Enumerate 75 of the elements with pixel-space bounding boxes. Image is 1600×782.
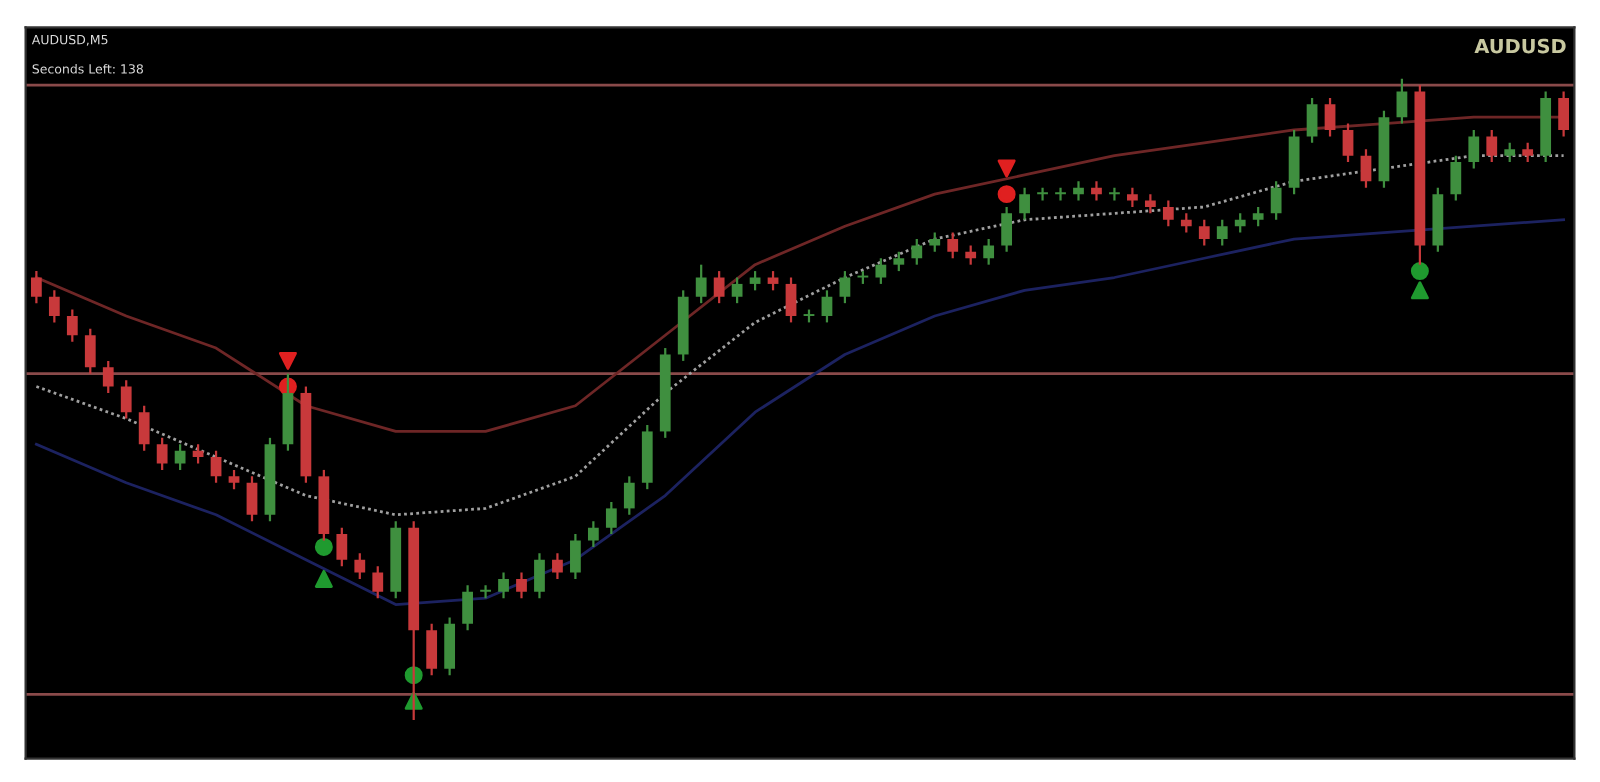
candlestick: [1144, 193, 1156, 215]
candlestick: [498, 571, 509, 600]
candlestick: [246, 475, 258, 523]
candlestick: [1360, 148, 1372, 189]
candlestick: [1468, 128, 1480, 170]
candlestick: [1091, 180, 1102, 202]
candlestick: [947, 231, 959, 260]
candlestick: [965, 244, 977, 266]
point: [314, 537, 333, 556]
candlestick: [713, 269, 725, 305]
candlestick: [120, 379, 132, 420]
candlestick: [1486, 128, 1498, 164]
candlestick: [1180, 212, 1192, 234]
candlestick: [372, 565, 384, 600]
candlestick: [1198, 218, 1210, 247]
candlestick: [102, 359, 114, 395]
candlestick: [1522, 141, 1534, 164]
candlestick: [1001, 205, 1013, 253]
candlestick: [983, 237, 995, 266]
candlestick: [1055, 186, 1066, 202]
candlestick: [228, 468, 240, 491]
candlestick: [1127, 186, 1138, 209]
point: [314, 569, 333, 588]
candlestick: [1252, 205, 1264, 228]
candlestick: [552, 552, 563, 581]
candlestick: [731, 276, 743, 305]
candlestick: [84, 327, 96, 375]
chart-title: AUDUSD: [1474, 38, 1566, 54]
candlestick: [875, 257, 887, 286]
candlestick: [839, 269, 851, 305]
candlestick: [354, 552, 366, 581]
candlestick: [534, 552, 545, 600]
candlestick: [1450, 154, 1462, 202]
candlestick: [426, 622, 438, 677]
candlestick: [336, 526, 348, 568]
candlestick: [1109, 186, 1120, 202]
candlestick: [1073, 180, 1084, 202]
candlestick: [911, 237, 923, 266]
candlestick: [480, 584, 491, 600]
candlestick: [1396, 77, 1408, 125]
candlestick: [570, 532, 581, 581]
candlestick: [1324, 96, 1336, 138]
candlestick: [1342, 122, 1354, 164]
candlestick: [587, 520, 599, 548]
candlestick: [1019, 186, 1030, 221]
candlestick: [444, 616, 456, 677]
candlestick: [1234, 212, 1246, 234]
candlestick: [156, 436, 168, 472]
point: [997, 185, 1016, 204]
candlestick: [66, 308, 78, 343]
candlestick: [1037, 186, 1048, 202]
point: [1410, 281, 1429, 300]
candlestick: [48, 289, 60, 324]
candlestick: [605, 500, 617, 536]
candlestick: [1306, 96, 1318, 144]
candlestick: [1504, 141, 1516, 164]
candlestick: [516, 571, 527, 600]
candlestick: [929, 231, 941, 253]
candlestick: [1162, 199, 1174, 228]
candlestick: [785, 276, 797, 324]
candlestick: [174, 443, 186, 472]
candlestick: [138, 404, 150, 452]
candlestick: [1216, 218, 1228, 247]
point: [1410, 262, 1429, 281]
candlestick: [30, 269, 42, 305]
candlestick: [462, 584, 473, 632]
candlestick: [1270, 180, 1282, 221]
point: [997, 159, 1016, 178]
point: [278, 351, 297, 370]
candlestick: [1558, 90, 1570, 138]
candlestick: [210, 449, 222, 484]
candlestick: [695, 263, 707, 305]
candlestick: [821, 289, 833, 324]
candlestick: [893, 250, 905, 273]
candlestick: [623, 475, 635, 516]
